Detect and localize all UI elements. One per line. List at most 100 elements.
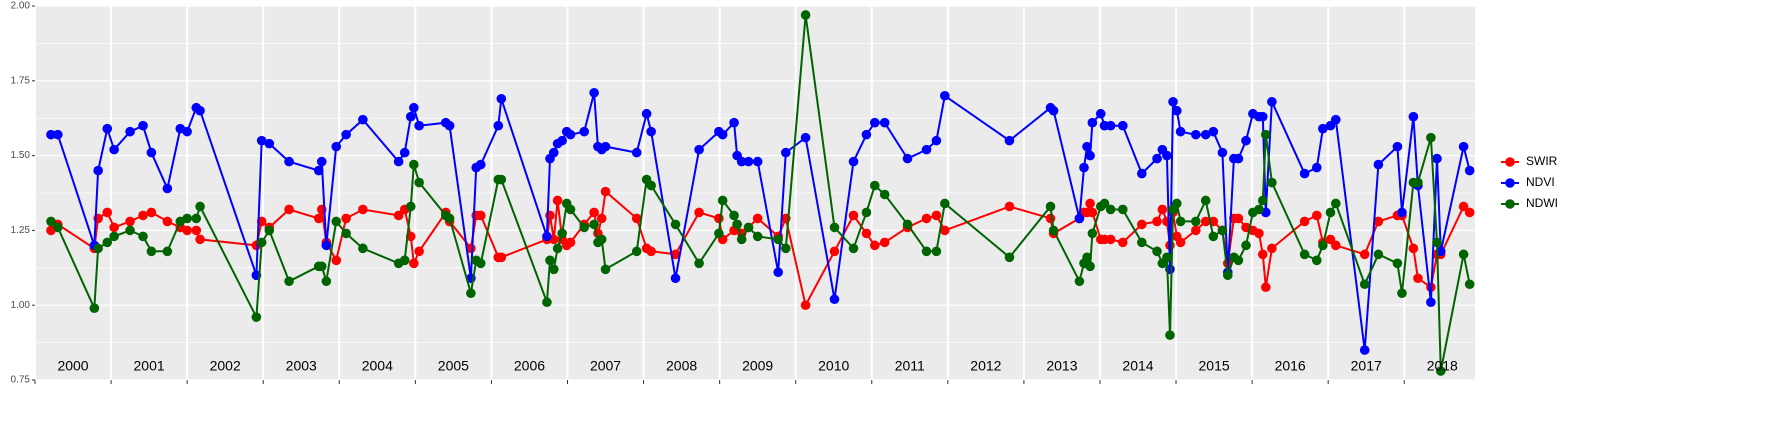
point [284, 156, 294, 167]
point [1085, 261, 1095, 272]
point [870, 240, 880, 251]
x-tick-label: 2002 [210, 358, 241, 374]
point [409, 258, 419, 269]
point [1392, 141, 1403, 152]
point [256, 135, 267, 146]
point [1257, 111, 1268, 122]
point [138, 120, 148, 131]
point [694, 207, 704, 218]
point [1299, 216, 1310, 227]
point [1373, 216, 1384, 227]
point [331, 141, 342, 152]
point [444, 120, 455, 131]
point [1191, 225, 1201, 236]
y-tick-label: 1.50 [11, 150, 31, 161]
point [870, 117, 880, 128]
point [1464, 207, 1475, 218]
point [557, 228, 567, 239]
point [1152, 246, 1162, 257]
point [694, 144, 704, 155]
point [552, 243, 563, 254]
point [93, 165, 103, 176]
point [125, 126, 135, 137]
point [939, 198, 950, 209]
point [557, 135, 567, 146]
point [1208, 231, 1219, 242]
point [1432, 153, 1442, 164]
point [1117, 237, 1128, 248]
point [1082, 252, 1092, 263]
point [146, 147, 157, 158]
point [393, 210, 404, 221]
point [1172, 105, 1182, 116]
point [284, 204, 294, 215]
point [399, 147, 410, 158]
point [773, 267, 784, 278]
point [414, 177, 424, 188]
point [631, 246, 642, 257]
point [341, 228, 351, 239]
point [1208, 126, 1219, 137]
point [545, 255, 555, 266]
x-tick-label: 2016 [1275, 358, 1306, 374]
point [195, 201, 205, 212]
point [939, 225, 950, 236]
point [313, 165, 324, 176]
point [341, 213, 351, 224]
point [1426, 132, 1436, 143]
point [125, 225, 135, 236]
point [552, 195, 563, 206]
point [800, 10, 811, 20]
point [1311, 255, 1322, 266]
x-tick-label: 2005 [438, 358, 469, 374]
point [1464, 165, 1475, 176]
point [1413, 177, 1423, 188]
point [1045, 201, 1056, 212]
point [646, 180, 656, 191]
legend-label: NDWI [1526, 196, 1558, 210]
point [1200, 216, 1211, 227]
point [1087, 117, 1098, 128]
point [829, 294, 840, 305]
point [1318, 240, 1328, 251]
point [284, 276, 294, 287]
y-tick-label: 2.00 [11, 1, 31, 12]
point [596, 234, 607, 245]
point [1105, 204, 1116, 215]
point [589, 219, 599, 230]
point [405, 201, 416, 212]
y-tick-label: 1.25 [11, 225, 31, 236]
x-tick-label: 2009 [742, 358, 773, 374]
point [1432, 237, 1442, 248]
legend-marker [1505, 178, 1515, 188]
point [646, 126, 656, 137]
point [752, 213, 763, 224]
point [714, 213, 724, 224]
point [600, 264, 611, 275]
point [414, 246, 424, 257]
point [1137, 168, 1147, 179]
point [641, 108, 652, 119]
point [1464, 279, 1475, 290]
point [1330, 114, 1341, 125]
point [931, 210, 942, 221]
point [146, 246, 157, 257]
point [102, 237, 113, 248]
point [1004, 135, 1015, 146]
point [1152, 153, 1162, 164]
point [1359, 345, 1370, 355]
point [316, 156, 327, 167]
point [921, 246, 932, 257]
point [717, 195, 728, 206]
point [89, 303, 100, 313]
point [414, 120, 424, 131]
point [589, 207, 599, 218]
point [1261, 129, 1271, 140]
point [409, 102, 419, 113]
point [264, 138, 275, 149]
point [548, 147, 559, 158]
point [313, 213, 324, 224]
point [736, 234, 747, 245]
point [1175, 126, 1186, 137]
point [1267, 243, 1277, 254]
